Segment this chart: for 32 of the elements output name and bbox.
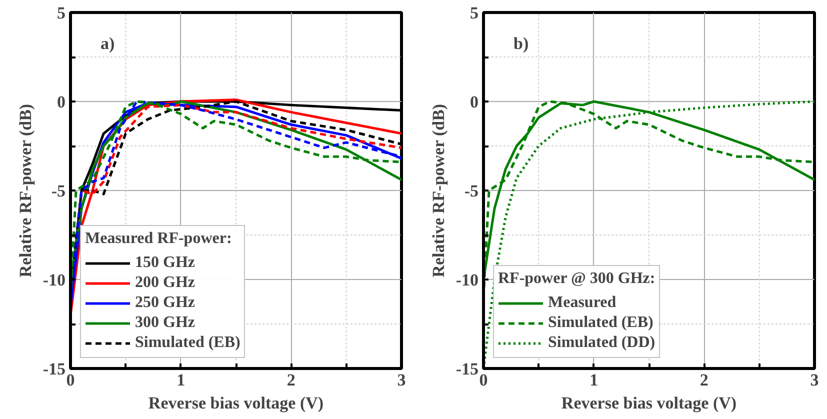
y-axis-title: Relative RF-power (dB)	[16, 104, 35, 278]
annotation: a)	[100, 34, 115, 53]
y-tick-label: -15	[456, 360, 479, 378]
y-axis-title: Relative RF-power (dB)	[428, 104, 448, 278]
legend-label: Measured	[548, 294, 616, 312]
x-axis-title: Reverse bias voltage (V)	[561, 394, 737, 412]
x-tick-label: 3	[810, 370, 819, 390]
y-tick-label: 5	[57, 4, 66, 22]
y-tick-label: -5	[464, 182, 479, 200]
y-tick-label: -10	[42, 270, 66, 290]
y-tick-label: -15	[42, 360, 66, 378]
x-tick-label: 1	[176, 370, 186, 390]
x-tick-label: 1	[590, 370, 598, 390]
y-tick-label: 0	[57, 92, 66, 112]
annotation: b)	[514, 34, 529, 53]
legend-title: RF-power @ 300 GHz:	[498, 270, 656, 288]
y-tick-label: 0	[470, 92, 478, 112]
legend-label: Simulated (EB)	[135, 334, 240, 352]
y-tick-label: 5	[470, 4, 478, 22]
x-axis-title: Reverse bias voltage (V)	[148, 394, 324, 412]
legend-label: 250 GHz	[135, 294, 195, 312]
legend-label: 200 GHz	[135, 274, 195, 292]
legend-label: 300 GHz	[135, 314, 195, 332]
y-tick-label: -10	[456, 270, 479, 290]
x-tick-label: 3	[397, 370, 406, 390]
legend-label: 150 GHz	[135, 254, 195, 272]
legend-label: Simulated (EB)	[548, 314, 654, 332]
x-tick-label: 2	[286, 370, 296, 390]
legend-title: Measured RF-power:	[85, 230, 233, 248]
legend-label: Simulated (DD)	[548, 334, 656, 352]
y-tick-label: -5	[51, 182, 66, 200]
x-tick-label: 2	[700, 370, 708, 390]
